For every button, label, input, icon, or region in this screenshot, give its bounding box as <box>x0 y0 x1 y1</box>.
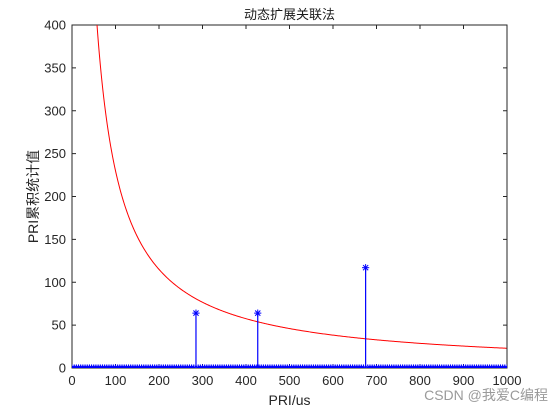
y-tick-label: 0 <box>59 361 66 376</box>
plot-area: 0 100 200 300 400 500 600 700 800 900 1000 0 50 100 15… <box>44 18 521 389</box>
y-tick-label: 400 <box>44 18 66 33</box>
stem-peak-marker <box>254 309 262 317</box>
y-tick-label: 100 <box>44 275 66 290</box>
axes-box <box>71 24 508 369</box>
x-tick-label: 500 <box>279 373 301 388</box>
x-tick-label: 400 <box>235 373 257 388</box>
x-tick-label: 700 <box>366 373 388 388</box>
x-tick-label: 300 <box>192 373 214 388</box>
plot-content <box>72 25 507 368</box>
x-tick-label: 1000 <box>493 373 522 388</box>
y-axis-label: PRI累积统计值 <box>25 150 41 243</box>
threshold-curve <box>96 25 507 349</box>
y-tick-label: 350 <box>44 60 66 75</box>
x-axis-label: PRI/us <box>268 392 310 408</box>
baseline-marker <box>503 364 507 368</box>
stem-peak-marker <box>362 264 370 272</box>
y-tick-label: 250 <box>44 146 66 161</box>
x-tick-label: 600 <box>322 373 344 388</box>
watermark: CSDN @我爱C编程 <box>424 387 548 403</box>
x-tick-label: 100 <box>105 373 127 388</box>
stem-peak-marker <box>192 309 200 317</box>
x-tick-label: 800 <box>409 373 431 388</box>
chart-title: 动态扩展关联法 <box>244 8 335 23</box>
x-tick-label: 900 <box>453 373 475 388</box>
y-tick-label: 300 <box>44 103 66 118</box>
y-tick-label: 200 <box>44 189 66 204</box>
y-tick-label: 150 <box>44 232 66 247</box>
x-tick-label: 200 <box>148 373 170 388</box>
y-tick-label: 50 <box>52 318 66 333</box>
x-tick-label: 0 <box>68 373 75 388</box>
